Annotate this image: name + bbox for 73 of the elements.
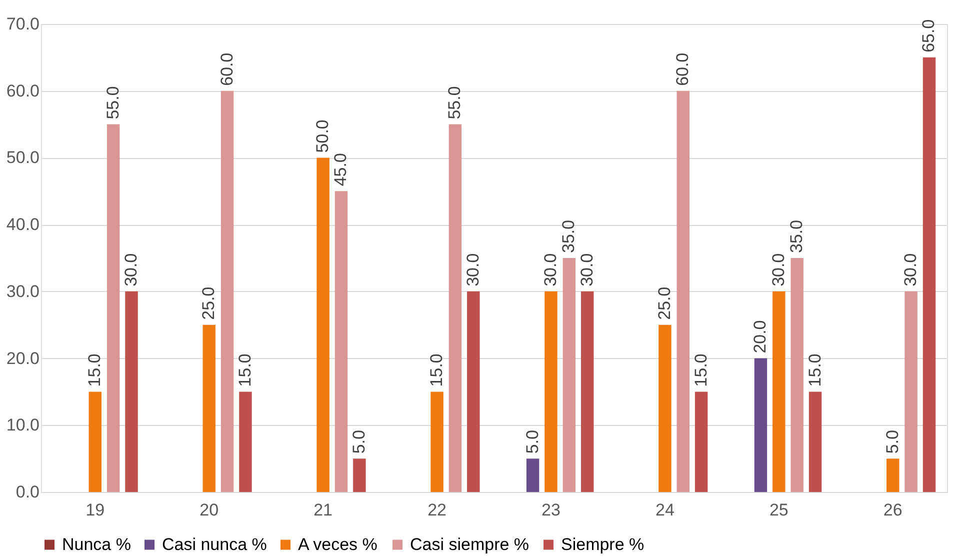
bar <box>808 392 822 492</box>
x-tick-label: 23 <box>542 500 560 520</box>
bar <box>904 291 918 492</box>
data-label: 30.0 <box>577 253 596 286</box>
x-tick-label: 25 <box>769 500 788 520</box>
data-label: 35.0 <box>787 220 806 253</box>
bar <box>886 458 900 492</box>
data-label: 30.0 <box>540 253 560 286</box>
y-tick-label: 40.0 <box>6 215 40 234</box>
y-tick-label: 70.0 <box>6 14 40 34</box>
bar <box>220 90 234 492</box>
bar <box>676 90 690 492</box>
legend-label: A veces % <box>298 534 378 554</box>
data-label: 15.0 <box>85 354 104 387</box>
bar <box>526 458 540 492</box>
data-label: 30.0 <box>463 253 482 286</box>
legend-label: Casi siempre % <box>410 534 530 554</box>
data-label: 30.0 <box>768 253 788 286</box>
bar <box>430 392 444 492</box>
data-label: 15.0 <box>691 354 710 387</box>
y-tick-label: 50.0 <box>6 148 40 168</box>
bar <box>580 291 594 492</box>
bar <box>562 258 576 492</box>
bar <box>922 57 936 492</box>
data-label: 30.0 <box>122 253 141 286</box>
y-tick-label: 0.0 <box>16 482 40 502</box>
y-tick-label: 10.0 <box>6 416 40 435</box>
bar <box>353 458 366 492</box>
legend-label: Siempre % <box>561 534 644 554</box>
data-label: 15.0 <box>805 354 824 387</box>
bar <box>316 158 330 492</box>
y-tick-label: 30.0 <box>6 282 40 301</box>
bar <box>239 392 252 492</box>
bar <box>125 291 138 492</box>
bar <box>467 291 480 492</box>
data-label: 30.0 <box>901 253 920 286</box>
data-label: 25.0 <box>199 286 218 320</box>
data-label: 45.0 <box>331 153 350 186</box>
y-tick-label: 20.0 <box>6 348 40 368</box>
data-label: 25.0 <box>654 286 674 320</box>
bar <box>106 124 120 492</box>
bar <box>88 392 102 492</box>
bar <box>334 191 348 492</box>
data-label: 15.0 <box>427 354 446 387</box>
x-tick-label: 19 <box>86 500 105 520</box>
data-label: 55.0 <box>445 86 464 120</box>
data-label: 60.0 <box>217 52 236 86</box>
bar <box>790 258 804 492</box>
x-tick-label: 22 <box>428 500 446 520</box>
data-label: 20.0 <box>750 320 770 354</box>
data-label: 50.0 <box>313 120 332 153</box>
legend-label: Casi nunca % <box>162 534 267 554</box>
data-label: 5.0 <box>522 430 542 454</box>
data-label: 5.0 <box>882 430 902 454</box>
data-label: 55.0 <box>103 86 122 120</box>
x-tick-label: 24 <box>655 500 674 520</box>
x-tick-label: 21 <box>314 500 333 520</box>
bar <box>448 124 462 492</box>
bar <box>658 324 672 492</box>
data-label: 15.0 <box>235 354 254 387</box>
bar <box>772 291 786 492</box>
legend-label: Nunca % <box>62 534 131 554</box>
bar <box>202 324 216 492</box>
x-tick-label: 26 <box>883 500 902 520</box>
x-tick-label: 20 <box>200 500 219 520</box>
bar <box>544 291 558 492</box>
data-label: 65.0 <box>919 19 938 52</box>
data-label: 35.0 <box>559 220 578 253</box>
data-label: 60.0 <box>673 52 692 86</box>
bar <box>694 392 708 492</box>
y-tick-label: 60.0 <box>6 81 40 100</box>
bar <box>754 358 768 492</box>
data-label: 5.0 <box>349 430 368 454</box>
